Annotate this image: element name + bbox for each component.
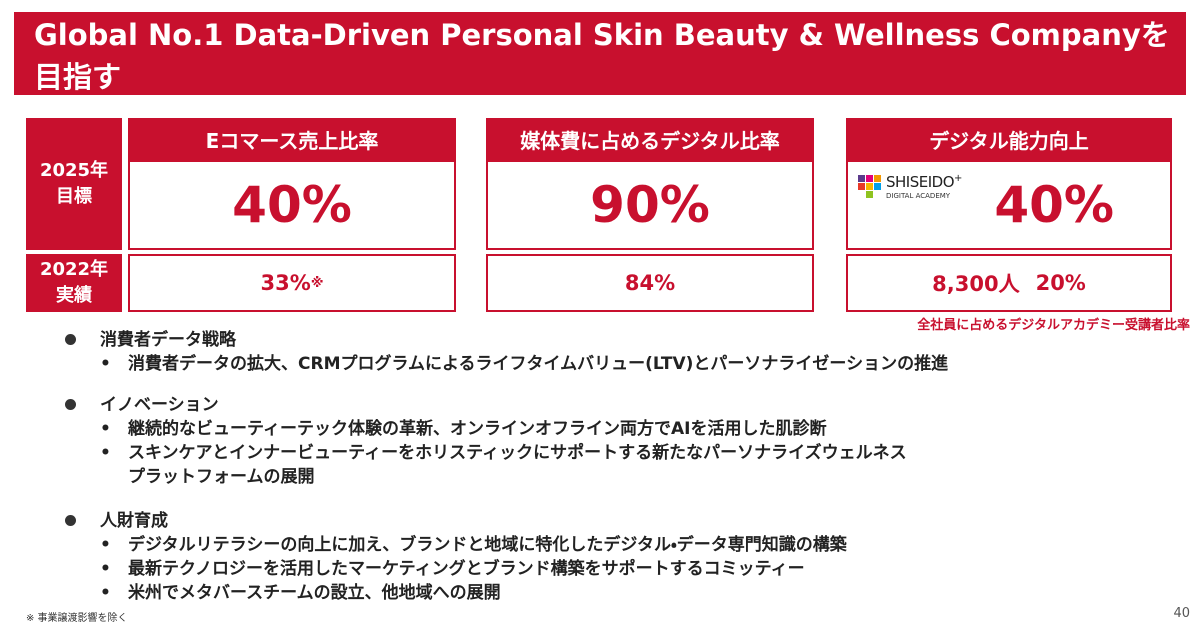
logo: SHISEIDO+ DIGITAL ACADEMY: [858, 173, 988, 207]
section-heading: 消費者データ戦略: [100, 330, 236, 350]
row-label: 2025年 目標: [26, 118, 122, 250]
target-value: 90%: [486, 160, 814, 250]
bullet: •: [100, 419, 111, 439]
bullet-dot: [65, 399, 76, 410]
value: 40%: [994, 176, 1114, 234]
item: 消費者データの拡大、CRMプログラムによるライフタイムバリュー(LTV)とパーソ…: [128, 354, 949, 374]
bullet: •: [100, 583, 111, 603]
actual-value: 84%: [486, 254, 814, 312]
note: 全社員に占めるデジタルアカデミー受講者比率: [917, 318, 1190, 333]
note-mark: ※: [310, 275, 324, 291]
bullet-dot: [65, 334, 76, 345]
value: 90%: [590, 176, 710, 234]
logo-plus: +: [954, 173, 962, 184]
bullet: •: [100, 354, 111, 374]
section-heading: イノベーション: [100, 395, 219, 415]
bullet-dot: [65, 515, 76, 526]
target-value: 40%: [128, 160, 456, 250]
logo-text: SHISEIDO+: [886, 173, 962, 191]
column-heading: Eコマース売上比率: [128, 118, 456, 160]
logo-name: SHISEIDO: [886, 173, 955, 191]
section-heading: 人財育成: [100, 511, 168, 531]
item: 継続的なビューティーテック体験の革新、オンラインオフライン両方でAIを活用した肌…: [128, 419, 827, 439]
actual-value: 8,300人 20%: [846, 254, 1172, 312]
value: 20%: [1035, 271, 1086, 295]
column-heading: 媒体費に占めるデジタル比率: [486, 118, 814, 160]
target-value: 40%: [846, 160, 1172, 250]
item: 米州でメタバースチームの設立、他地域への展開: [128, 583, 501, 603]
value: 84%: [624, 271, 676, 295]
item: スキンケアとインナービューティーをホリスティックにサポートする新たなパーソナライ…: [128, 443, 907, 487]
value: 8,300人: [932, 272, 1020, 296]
title: Global No.1 Data-Driven Personal Skin Be…: [14, 12, 1186, 95]
page-number: 40: [1173, 606, 1190, 621]
bullet: •: [100, 443, 111, 463]
bullet: •: [100, 559, 111, 579]
value: 40%: [232, 176, 352, 234]
footnote: ※ 事業譲渡影響を除く: [26, 613, 128, 624]
actual-value: 33% ※: [128, 254, 456, 312]
bullet: •: [100, 535, 111, 555]
row-label: 2022年 実績: [26, 254, 122, 312]
item: デジタルリテラシーの向上に加え、ブランドと地域に特化したデジタル・データ専門知識…: [128, 535, 847, 555]
column-heading: デジタル能力向上: [846, 118, 1172, 160]
logo-sub: DIGITAL ACADEMY: [886, 192, 951, 200]
item: 最新テクノロジーを活用したマーケティングとブランド構築をサポートするコミッティー: [128, 559, 805, 579]
value: 33%: [260, 271, 311, 295]
